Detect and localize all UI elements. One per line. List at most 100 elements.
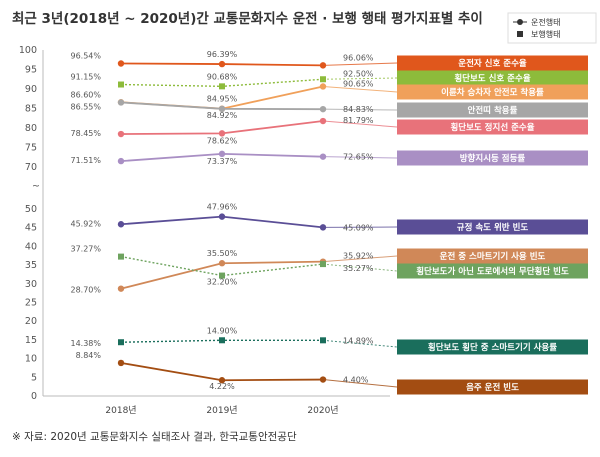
- legend-box: [507, 12, 597, 44]
- data-label: 96.39%: [207, 50, 238, 59]
- data-label: 90.65%: [343, 79, 374, 88]
- series-name: 이륜차 승차자 안전모 착용률: [441, 87, 544, 98]
- series-connector: [322, 108, 398, 111]
- data-point-square: [219, 337, 225, 344]
- x-tick-label: 2020년: [307, 405, 338, 416]
- data-point-square: [118, 81, 124, 88]
- y-axis-break: ~: [32, 181, 40, 192]
- data-point-circle: [319, 105, 327, 113]
- data-point-circle: [117, 285, 125, 292]
- series-connector: [322, 77, 398, 80]
- series-name-box: 횡단보도가 아닌 도로에서의 무단횡단 빈도: [397, 263, 588, 279]
- series-name-box: 이륜차 승차자 안전모 착용률: [397, 84, 588, 100]
- y-tick-label: 85: [25, 104, 37, 115]
- data-point-circle: [218, 60, 226, 68]
- series-name: 음주 운전 빈도: [466, 382, 519, 393]
- series-name: 횡단보도 정지선 준수율: [450, 122, 534, 133]
- series-line: 71.51% 73.37% 72.65%: [70, 150, 398, 166]
- data-point-circle: [319, 62, 327, 69]
- series-name: 방향지시등 점등률: [460, 153, 526, 164]
- x-tick-labels: 2018년 2019년 2020년: [105, 405, 338, 416]
- series-name-box: 횡단보도 정지선 준수율: [397, 119, 588, 135]
- data-label: 84.83%: [343, 105, 374, 114]
- series-name-box-bg: [397, 379, 588, 395]
- data-point-square: [219, 83, 225, 90]
- data-label: 37.27%: [70, 245, 101, 254]
- series-name: 안전띠 착용률: [468, 105, 518, 116]
- y-tick-label: 70: [25, 162, 37, 173]
- data-label: 8.84%: [76, 351, 102, 360]
- data-label: 91.15%: [70, 73, 101, 82]
- series-name-box: 규정 속도 위반 빈도: [397, 219, 588, 235]
- data-label: 78.62%: [207, 136, 238, 145]
- series-name-box-bg: [397, 248, 588, 264]
- series-name: 운전자 신호 준수율: [458, 58, 527, 69]
- series-name-box-bg: [397, 102, 588, 118]
- data-label: 84.95%: [207, 95, 238, 104]
- data-point-circle: [319, 83, 327, 90]
- series-name-box: 횡단보도 신호 준수율: [397, 70, 588, 86]
- data-point-circle: [319, 376, 327, 383]
- data-label: 81.79%: [343, 116, 374, 125]
- data-label: 45.09%: [343, 223, 374, 232]
- data-label: 73.37%: [207, 157, 238, 166]
- data-point-square: [320, 337, 326, 344]
- series-name-box: 횡단보도 횡단 중 스마트기기 사용률: [397, 339, 588, 355]
- legend-item-walking: 보행행태: [531, 29, 560, 39]
- data-label: 78.45%: [70, 129, 101, 138]
- data-point-square: [118, 253, 124, 260]
- data-point-circle: [319, 224, 327, 231]
- data-label: 84.92%: [207, 111, 238, 120]
- series-name-box: 안전띠 착용률: [397, 102, 588, 118]
- y-tick-label: 95: [25, 65, 37, 76]
- y-tick-label: 35: [25, 260, 37, 271]
- data-point-circle: [218, 130, 226, 137]
- series-line: 37.27% 32.20% 35.27%: [70, 245, 398, 287]
- series-name-box-bg: [397, 70, 588, 86]
- data-label: 47.96%: [207, 203, 238, 212]
- chart-title: 최근 3년(2018년 ~ 2020년)간 교통문화지수 운전 · 보행 행태 …: [12, 10, 483, 27]
- source-note: ※ 자료: 2020년 교통문화지수 실태조사 결과, 한국교통안전공단: [12, 431, 297, 443]
- series-line: 86.55% 84.92% 84.83%: [70, 99, 398, 120]
- data-label: 4.40%: [343, 376, 369, 385]
- x-tick-label: 2018년: [105, 405, 136, 416]
- data-point-square: [219, 272, 225, 279]
- data-label: 14.90%: [207, 326, 238, 335]
- y-axis: ~: [32, 50, 44, 396]
- data-label: 14.89%: [343, 336, 374, 345]
- data-point-circle: [117, 157, 125, 165]
- data-label: 45.92%: [70, 219, 101, 228]
- series-name-box-bg: [397, 263, 588, 279]
- series-name-box-bg: [397, 339, 588, 355]
- data-label: 90.68%: [207, 72, 238, 81]
- series-name-box-bg: [397, 219, 588, 235]
- y-tick-label: 5: [31, 372, 37, 383]
- data-label: 71.51%: [70, 156, 101, 165]
- data-point-circle: [117, 60, 125, 67]
- data-point-circle: [218, 260, 226, 267]
- data-label: 35.27%: [343, 264, 374, 273]
- y-tick-label: 20: [25, 316, 37, 327]
- data-label: 96.54%: [70, 51, 101, 60]
- legend: 운전행태 보행행태: [507, 12, 597, 44]
- series-line: 14.38% 14.90% 14.89%: [70, 326, 398, 348]
- series-name-box-bg: [397, 119, 588, 135]
- series-name: 횡단보도가 아닌 도로에서의 무단횡단 빈도: [416, 266, 569, 277]
- series-connector: [322, 379, 398, 388]
- data-point-circle: [117, 130, 125, 138]
- series-name-box-bg: [397, 150, 588, 166]
- series-line: 45.92% 47.96% 45.09%: [70, 203, 398, 232]
- data-label: 86.55%: [70, 102, 101, 111]
- data-label: 32.20%: [207, 278, 238, 287]
- data-point-circle: [117, 221, 125, 228]
- series-name: 운전 중 스마트기기 사용 빈도: [440, 251, 546, 262]
- series-name: 횡단보도 신호 준수율: [454, 73, 530, 84]
- series-connector: [322, 156, 398, 159]
- data-label: 14.38%: [70, 339, 101, 348]
- y-tick-label: 10: [25, 354, 37, 365]
- series-line: 78.45% 78.62% 81.79%: [70, 116, 398, 145]
- data-point-square: [320, 76, 326, 83]
